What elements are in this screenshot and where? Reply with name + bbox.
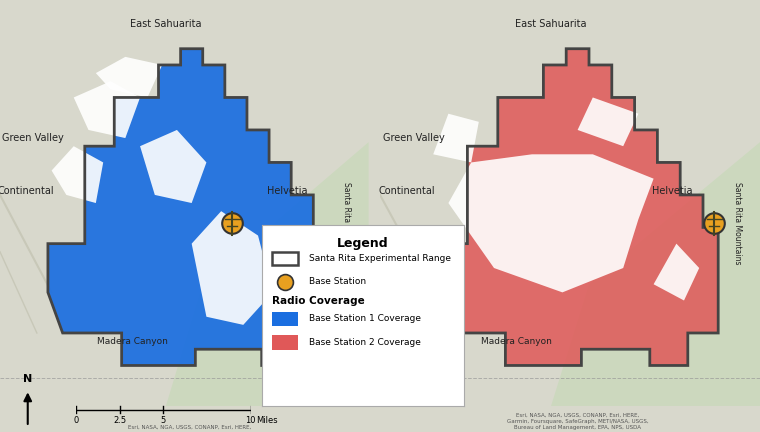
Text: N: N	[23, 374, 33, 384]
Text: Base Station 1 Coverage: Base Station 1 Coverage	[309, 314, 420, 324]
Text: Santa Rita Mountains: Santa Rita Mountains	[733, 182, 742, 264]
Polygon shape	[96, 57, 162, 98]
Text: Base Station 2 Coverage: Base Station 2 Coverage	[309, 338, 420, 347]
Polygon shape	[52, 146, 103, 203]
Polygon shape	[654, 244, 699, 301]
Text: Continental: Continental	[378, 186, 435, 196]
Text: Madera Canyon: Madera Canyon	[97, 337, 168, 346]
Polygon shape	[192, 211, 273, 325]
Text: Helvetia: Helvetia	[268, 186, 308, 196]
Polygon shape	[166, 142, 369, 406]
Point	[708, 220, 720, 227]
Text: Esri, NASA, NGA, USGS, CONANP, Esri, HERE,
Garmin, Foursquare, SafeGraph, METI/N: Esri, NASA, NGA, USGS, CONANP, Esri, HER…	[507, 413, 648, 430]
Text: 0: 0	[74, 416, 78, 425]
Polygon shape	[578, 98, 638, 146]
Text: East Sahuarita: East Sahuarita	[130, 19, 201, 29]
Point	[279, 278, 291, 285]
Polygon shape	[74, 81, 140, 138]
Text: Radio Coverage: Radio Coverage	[272, 296, 365, 306]
Polygon shape	[448, 154, 654, 292]
Text: East Sahuarita: East Sahuarita	[515, 19, 587, 29]
FancyBboxPatch shape	[272, 312, 299, 326]
Text: Continental: Continental	[0, 186, 54, 196]
Point	[226, 220, 239, 227]
Text: 2.5: 2.5	[113, 416, 126, 425]
Polygon shape	[48, 49, 328, 365]
Polygon shape	[429, 49, 718, 365]
FancyBboxPatch shape	[272, 335, 299, 350]
Text: Miles: Miles	[256, 416, 277, 425]
Text: Green Valley: Green Valley	[2, 133, 64, 143]
Polygon shape	[551, 142, 760, 406]
Polygon shape	[140, 130, 207, 203]
Polygon shape	[433, 114, 479, 162]
Text: Madera Canyon: Madera Canyon	[481, 337, 553, 346]
Text: Base Station: Base Station	[309, 277, 366, 286]
Text: Legend: Legend	[337, 237, 388, 250]
Text: 5: 5	[161, 416, 166, 425]
Text: Santa Rita Mountains: Santa Rita Mountains	[342, 182, 351, 264]
Text: Esri, NASA, NGA, USGS, CONANP, Esri, HERE,: Esri, NASA, NGA, USGS, CONANP, Esri, HER…	[128, 425, 252, 430]
Text: Helvetia: Helvetia	[652, 186, 693, 196]
Text: Santa Rita Experimental Range: Santa Rita Experimental Range	[309, 254, 451, 263]
Text: 10: 10	[245, 416, 256, 425]
Text: Green Valley: Green Valley	[383, 133, 445, 143]
FancyBboxPatch shape	[272, 252, 299, 265]
